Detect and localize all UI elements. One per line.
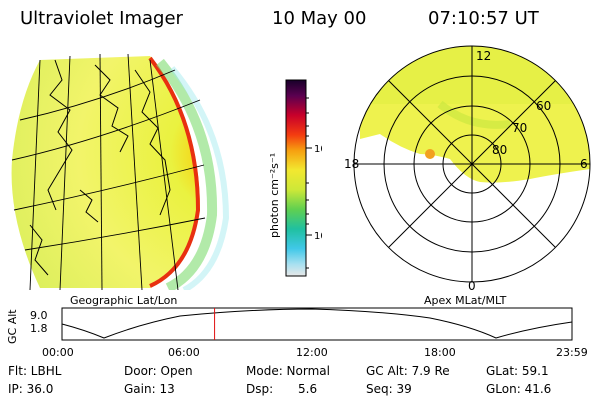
altitude-axis-label: GC Alt (6, 309, 19, 344)
time-tick-2359: 23:59 (556, 346, 588, 359)
time-tick-0600: 06:00 (168, 346, 200, 359)
time-label: 07:10:57 UT (428, 8, 539, 29)
mlt-label-12: 12 (476, 49, 491, 63)
time-tick-0000: 00:00 (42, 346, 74, 359)
apex-label: Apex MLat/MLT (424, 294, 507, 307)
altitude-tick-low: 1.8 (30, 322, 48, 335)
mlt-label-0: 0 (468, 279, 476, 293)
door-info: Door: Open (124, 364, 193, 378)
mlt-label-18: 18 (344, 157, 359, 171)
auroral-limb (148, 56, 201, 288)
altitude-chart: GC Alt 9.0 1.8 (6, 307, 573, 344)
colorbar-unit-label: photon cm⁻²s⁻¹ (268, 153, 281, 238)
mode-info: Mode: Normal (246, 364, 330, 378)
colorbar-tick-100: 100 (314, 144, 322, 155)
colorbar-tick-10: 10 (314, 231, 322, 242)
gain-info: Gain: 13 (124, 382, 175, 396)
glon-info: GLon: 41.6 (486, 382, 552, 396)
mlt-label-6: 6 (580, 157, 588, 171)
seq-info: Seq: 39 (366, 382, 412, 396)
glat-info: GLat: 59.1 (486, 364, 549, 378)
date-label: 10 May 00 (272, 8, 367, 29)
mlat-label-70: 70 (512, 121, 527, 135)
geographic-label: Geographic Lat/Lon (70, 294, 178, 307)
latlon-grid (11, 53, 206, 290)
limb-glow (156, 58, 218, 290)
instrument-title: Ultraviolet Imager (20, 8, 183, 29)
filter-info: Flt: LBHL (8, 364, 62, 378)
gc-alt-info: GC Alt: 7.9 Re (366, 364, 450, 378)
altitude-frame (61, 307, 573, 341)
auroral-cap (360, 46, 580, 104)
time-tick-1800: 18:00 (424, 346, 456, 359)
bright-spot (425, 149, 435, 159)
dsp-label: Dsp: (246, 382, 274, 396)
colorbar-ticks (306, 97, 312, 269)
mlat-label-60: 60 (536, 99, 551, 113)
colorbar-scale (285, 79, 307, 277)
geographic-image (11, 53, 230, 290)
altitude-tick-high: 9.0 (30, 309, 48, 322)
dsp-value: 5.6 (298, 382, 318, 396)
time-tick-1200: 12:00 (296, 346, 328, 359)
polar-grid (353, 45, 591, 283)
auroral-oval (360, 104, 590, 183)
mlat-label-80: 80 (492, 143, 507, 157)
altitude-curve (61, 308, 573, 339)
coastlines (29, 59, 171, 276)
colorbar: 100 10 photon cm⁻²s⁻¹ (268, 79, 322, 277)
polar-plot: 12 18 6 0 60 70 80 (344, 45, 591, 293)
limb-haze (169, 66, 230, 290)
ip-info: IP: 36.0 (8, 382, 54, 396)
